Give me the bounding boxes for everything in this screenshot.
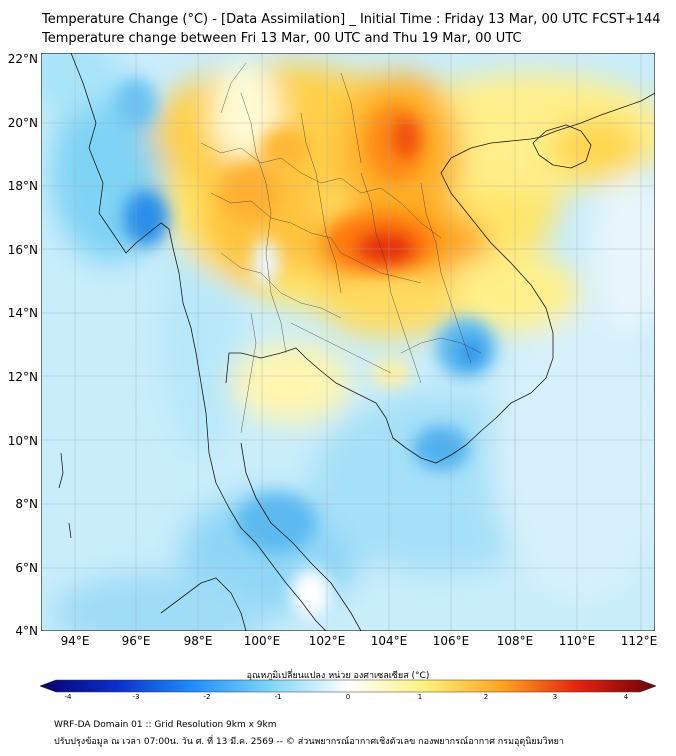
- lat-label: 22°N: [7, 52, 38, 66]
- lon-label: 96°E: [121, 634, 151, 648]
- lat-label: 20°N: [7, 116, 38, 130]
- lon-label: 112°E: [620, 634, 658, 648]
- lat-label: 16°N: [7, 243, 38, 257]
- colorbar-label: อุณหภูมิเปลี่ยนแปลง หน่วย องศาเซลเซียส (…: [246, 671, 430, 681]
- lon-label: 102°E: [308, 634, 346, 648]
- chart-title: Temperature Change (°C) - [Data Assimila…: [42, 12, 661, 27]
- lat-label: 14°N: [7, 306, 38, 320]
- colorbar-tick: -1: [274, 693, 282, 701]
- lat-label: 12°N: [7, 370, 38, 384]
- coastlines: [58, 53, 655, 631]
- graticule: [41, 53, 655, 631]
- admin-borders: [200, 62, 482, 434]
- colorbar-tick: -2: [203, 693, 211, 701]
- colorbar: [40, 679, 656, 693]
- lon-label: 106°E: [432, 634, 470, 648]
- chart-subtitle: Temperature change between Fri 13 Mar, 0…: [42, 31, 522, 46]
- lon-label: 110°E: [558, 634, 596, 648]
- colorbar-tick: 3: [552, 693, 558, 701]
- lon-label: 104°E: [370, 634, 408, 648]
- colorbar-tick: 2: [483, 693, 489, 701]
- lat-label: 8°N: [15, 497, 38, 511]
- colorbar-tick: 1: [417, 693, 423, 701]
- lat-label: 10°N: [7, 434, 38, 448]
- lon-label: 98°E: [183, 634, 213, 648]
- lon-label: 94°E: [60, 634, 90, 648]
- colorbar-gradient: [40, 679, 656, 693]
- lon-label: 100°E: [243, 634, 281, 648]
- footer-model-info: WRF-DA Domain 01 :: Grid Resolution 9km …: [54, 720, 277, 730]
- colorbar-tick: -4: [64, 693, 72, 701]
- colorbar-tick: 4: [623, 693, 629, 701]
- lat-label: 18°N: [7, 179, 38, 193]
- temperature-change-map: [41, 53, 655, 631]
- lat-label: 4°N: [15, 624, 38, 638]
- colorbar-tick: 0: [345, 693, 351, 701]
- lon-label: 108°E: [496, 634, 534, 648]
- footer-credits: ปรับปรุงข้อมูล ณ เวลา 07:00น. วัน ศ. ที่…: [54, 737, 564, 747]
- colorbar-tick: -3: [132, 693, 140, 701]
- lat-label: 6°N: [15, 561, 38, 575]
